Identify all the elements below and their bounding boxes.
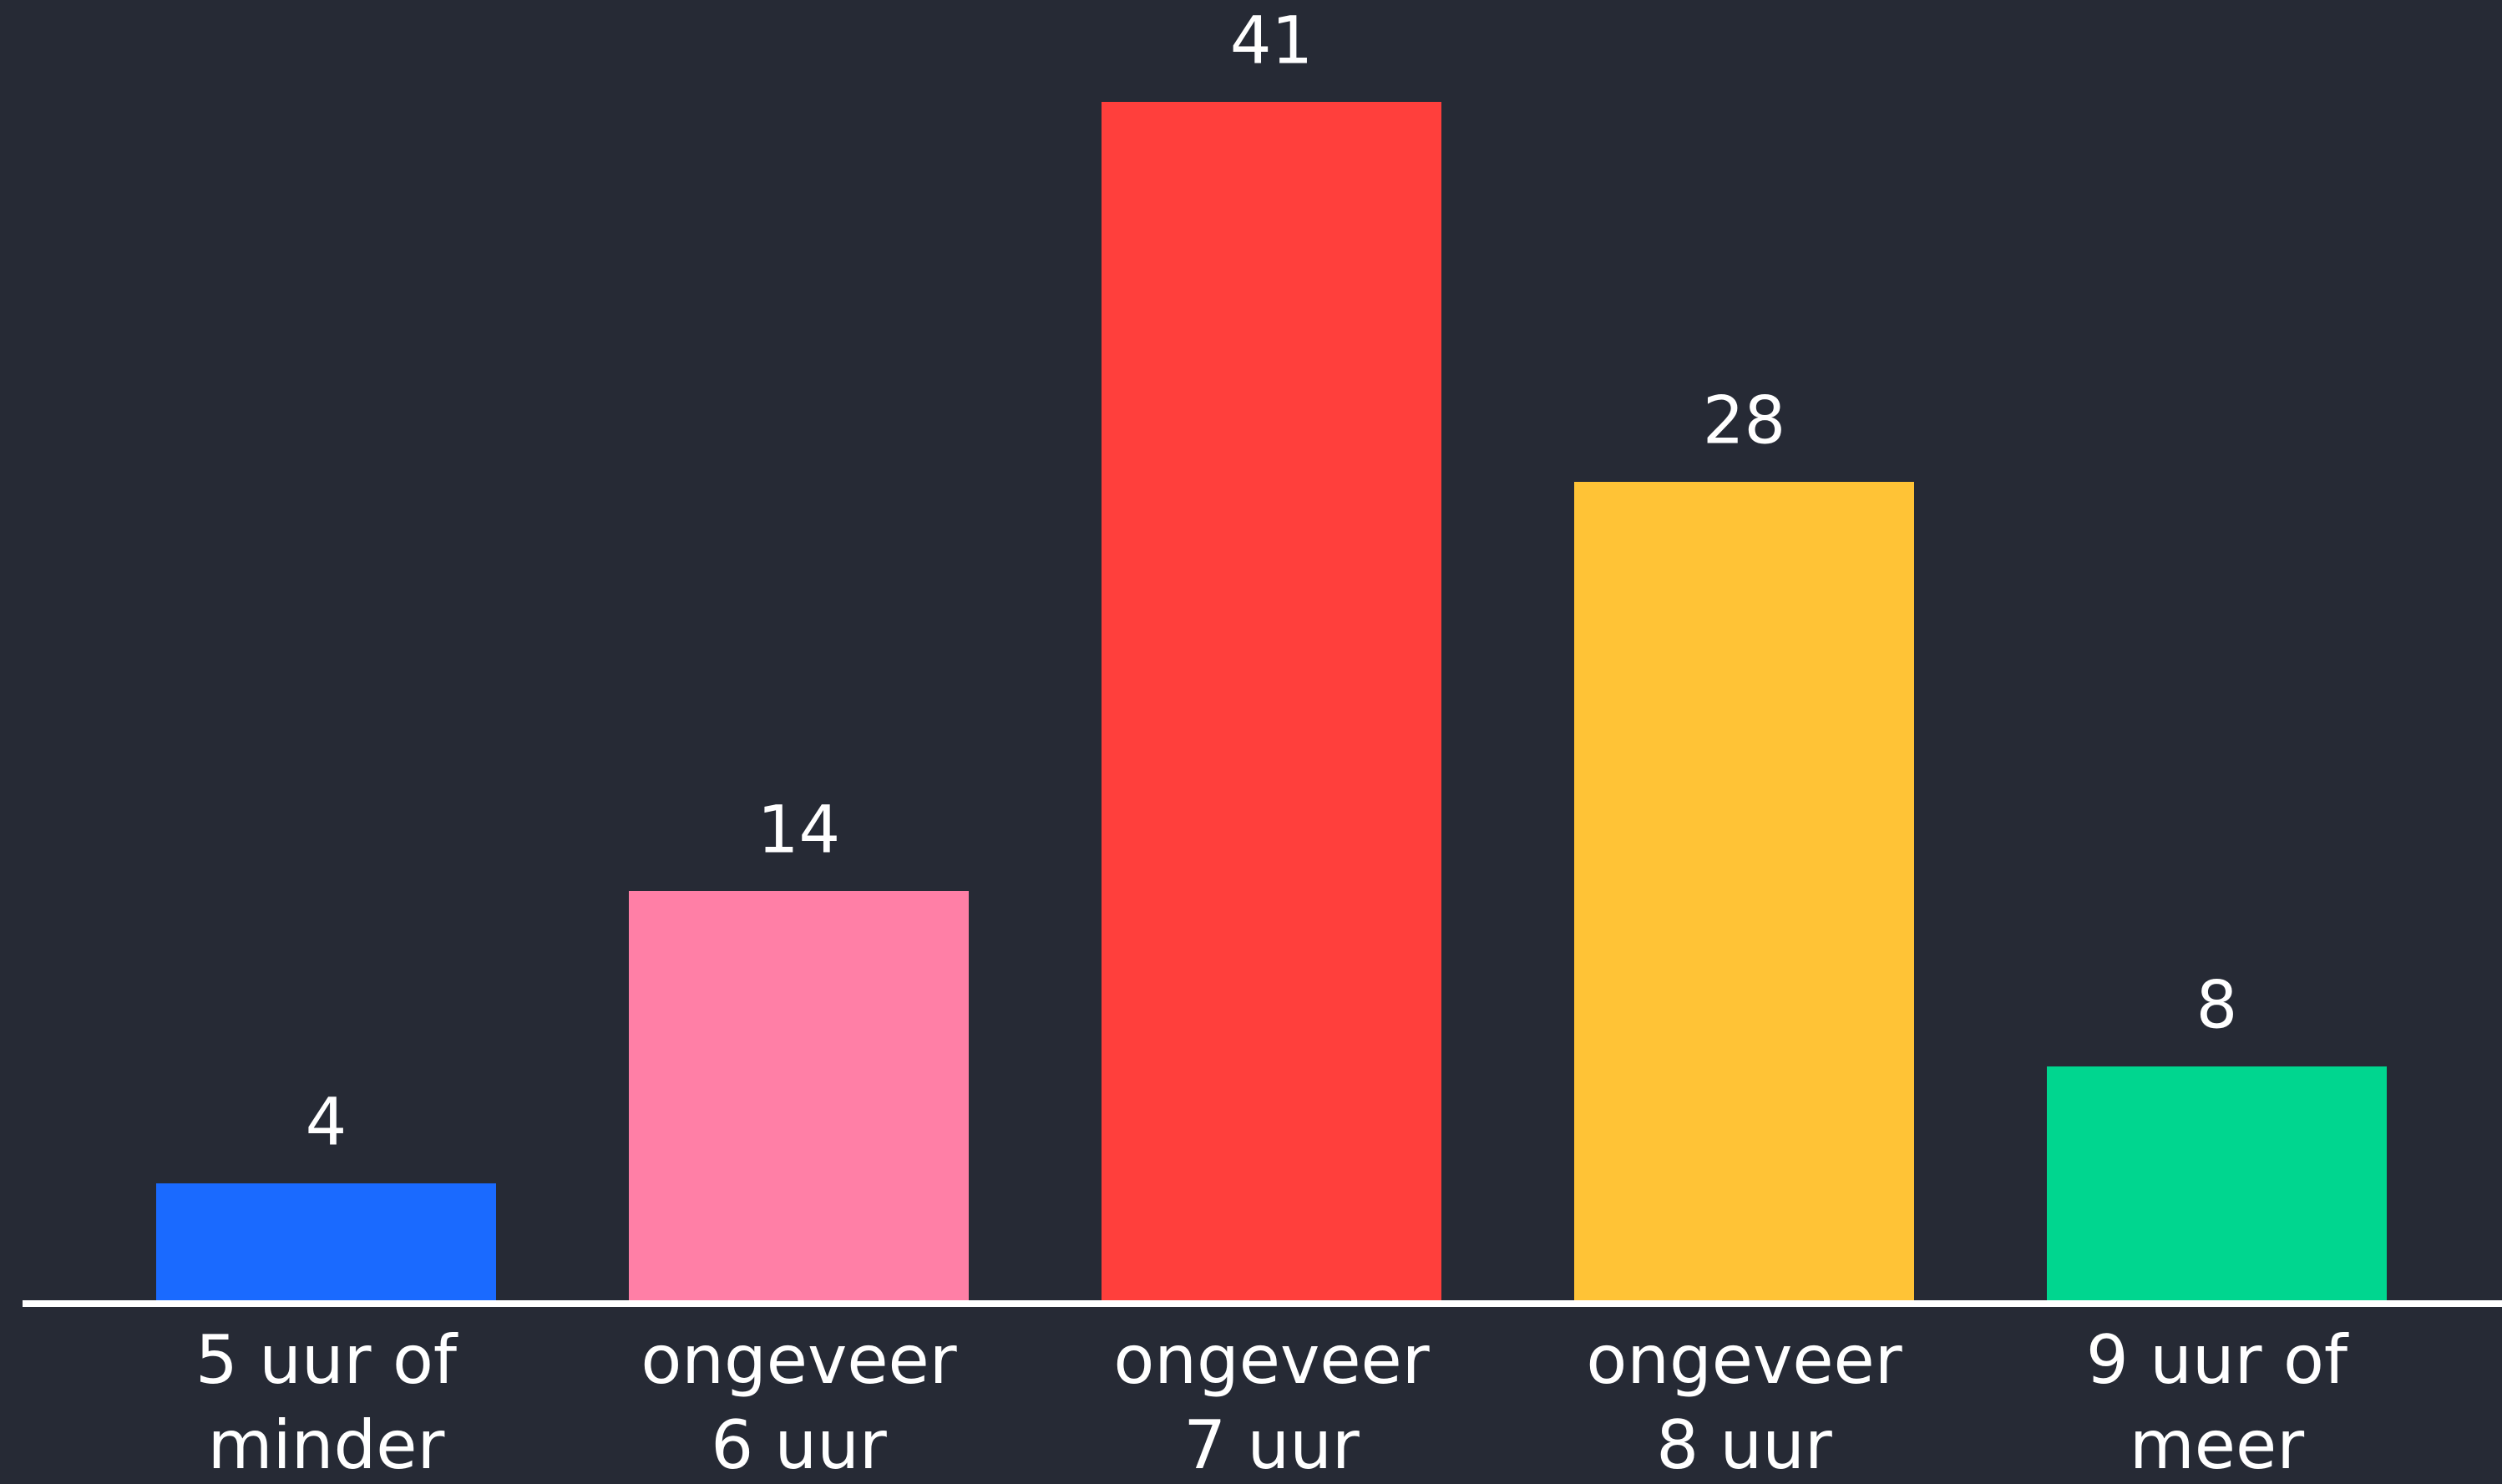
- category-label: ongeveer: [1113, 1321, 1429, 1399]
- category-label: 7 uur: [1183, 1406, 1360, 1484]
- bar: [1102, 102, 1441, 1300]
- category-label: 6 uur: [711, 1406, 887, 1484]
- category-label: 9 uur of: [2086, 1321, 2349, 1399]
- category-label: minder: [208, 1406, 445, 1484]
- category-label: 5 uur of: [195, 1321, 458, 1399]
- bar: [156, 1183, 496, 1300]
- category-label: ongeveer: [641, 1321, 956, 1399]
- value-label: 14: [757, 793, 840, 868]
- value-label: 4: [306, 1085, 347, 1160]
- value-label: 41: [1230, 3, 1313, 79]
- bar: [629, 891, 969, 1300]
- category-label: meer: [2130, 1406, 2304, 1484]
- bar: [1574, 482, 1914, 1300]
- value-label: 8: [2196, 968, 2238, 1043]
- value-label: 28: [1703, 383, 1785, 458]
- category-label: 8 uur: [1656, 1406, 1832, 1484]
- category-label: ongeveer: [1586, 1321, 1902, 1399]
- bar: [2047, 1066, 2387, 1300]
